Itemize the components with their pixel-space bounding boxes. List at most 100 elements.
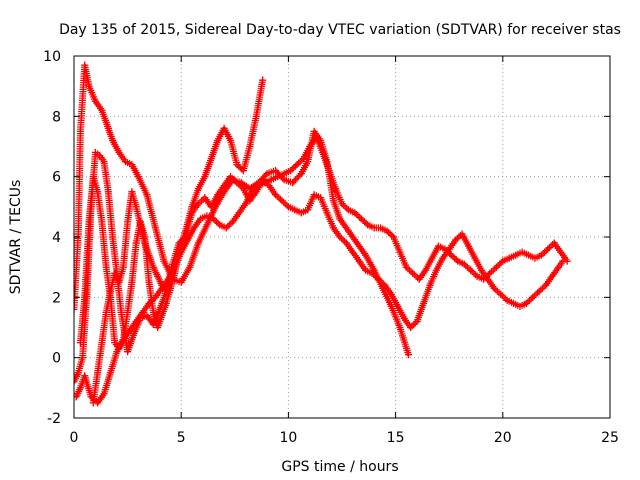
data-point: [100, 158, 108, 166]
data-point: [175, 248, 183, 256]
data-point: [432, 266, 440, 274]
data-point: [310, 191, 318, 199]
data-point: [454, 257, 462, 265]
data-point: [525, 251, 533, 259]
data-point: [505, 254, 513, 262]
data-point: [106, 287, 114, 295]
data-point: [512, 251, 520, 259]
data-point: [203, 212, 211, 220]
y-tick-label: 10: [43, 49, 61, 65]
data-point: [124, 218, 132, 226]
y-tick-label: 6: [52, 170, 61, 186]
data-point: [74, 393, 80, 401]
data-point: [154, 272, 162, 280]
x-tick-label: 10: [279, 430, 297, 446]
data-point: [194, 200, 202, 208]
data-point: [299, 155, 307, 163]
y-tick-labels: -2 0 2 4 6 8 10: [43, 49, 61, 427]
axis-ticks: [73, 55, 611, 419]
data-point: [74, 230, 82, 238]
data-point: [74, 369, 82, 377]
data-point: [344, 206, 352, 214]
data-point: [115, 149, 123, 157]
data-point: [141, 239, 149, 247]
data-point: [79, 354, 87, 362]
data-point: [85, 218, 93, 226]
data-point: [74, 378, 78, 386]
data-point: [158, 311, 166, 319]
data-point: [115, 278, 123, 286]
data-point: [117, 308, 125, 316]
data-point: [98, 339, 106, 347]
data-point: [104, 188, 112, 196]
data-point: [111, 269, 119, 277]
data-point: [85, 82, 93, 90]
plot-area: [74, 61, 571, 407]
data-point: [162, 299, 170, 307]
data-point: [252, 112, 260, 120]
data-point: [130, 330, 138, 338]
data-point: [242, 200, 250, 208]
data-point: [259, 76, 267, 84]
data-point: [477, 266, 485, 274]
data-point: [377, 224, 385, 232]
data-point: [555, 263, 563, 271]
data-point: [239, 167, 247, 175]
data-point: [109, 136, 117, 144]
data-point: [267, 176, 275, 184]
data-point: [291, 206, 299, 214]
data-point: [419, 299, 427, 307]
data-point: [100, 390, 108, 398]
x-tick-label: 15: [387, 430, 405, 446]
data-point: [383, 227, 391, 235]
data-point: [248, 188, 256, 196]
data-point: [278, 197, 286, 205]
data-point: [109, 233, 117, 241]
data-point: [272, 167, 280, 175]
data-point: [91, 149, 99, 157]
data-point: [351, 209, 359, 217]
data-point: [89, 173, 97, 181]
data-point: [336, 215, 344, 223]
data-point: [389, 233, 397, 241]
data-point: [194, 185, 202, 193]
data-point: [516, 302, 524, 310]
data-point: [149, 263, 157, 271]
data-point: [394, 302, 402, 310]
data-point: [304, 158, 312, 166]
data-point: [220, 124, 228, 132]
data-point: [190, 224, 198, 232]
data-point: [396, 324, 404, 331]
data-point: [233, 161, 241, 169]
data-point: [263, 170, 271, 178]
data-point: [98, 218, 106, 226]
data-point: [128, 188, 136, 196]
data-point: [124, 348, 132, 356]
data-point: [201, 194, 209, 202]
data-point: [222, 224, 230, 232]
data-point: [194, 239, 202, 247]
data-point: [336, 233, 344, 241]
data-point: [119, 263, 127, 271]
data-point: [458, 230, 466, 238]
data-point: [186, 263, 194, 271]
chart-title: Day 135 of 2015, Sidereal Day-to-day VTE…: [59, 22, 621, 38]
data-point: [434, 242, 442, 250]
series-track-5: [89, 188, 170, 407]
data-point: [106, 369, 114, 377]
data-point: [162, 287, 170, 295]
data-point: [362, 251, 370, 259]
data-point: [76, 127, 84, 135]
data-point: [297, 170, 305, 178]
data-point: [471, 254, 479, 262]
data-point: [404, 351, 412, 359]
data-point: [415, 275, 423, 283]
data-point: [306, 143, 314, 150]
data-point: [166, 284, 174, 292]
data-point: [261, 179, 269, 187]
data-point: [312, 133, 320, 141]
data-point: [325, 167, 333, 175]
y-axis-label: SDTVAR / TECUs: [8, 180, 24, 295]
data-point: [293, 161, 301, 169]
data-point: [460, 260, 468, 268]
